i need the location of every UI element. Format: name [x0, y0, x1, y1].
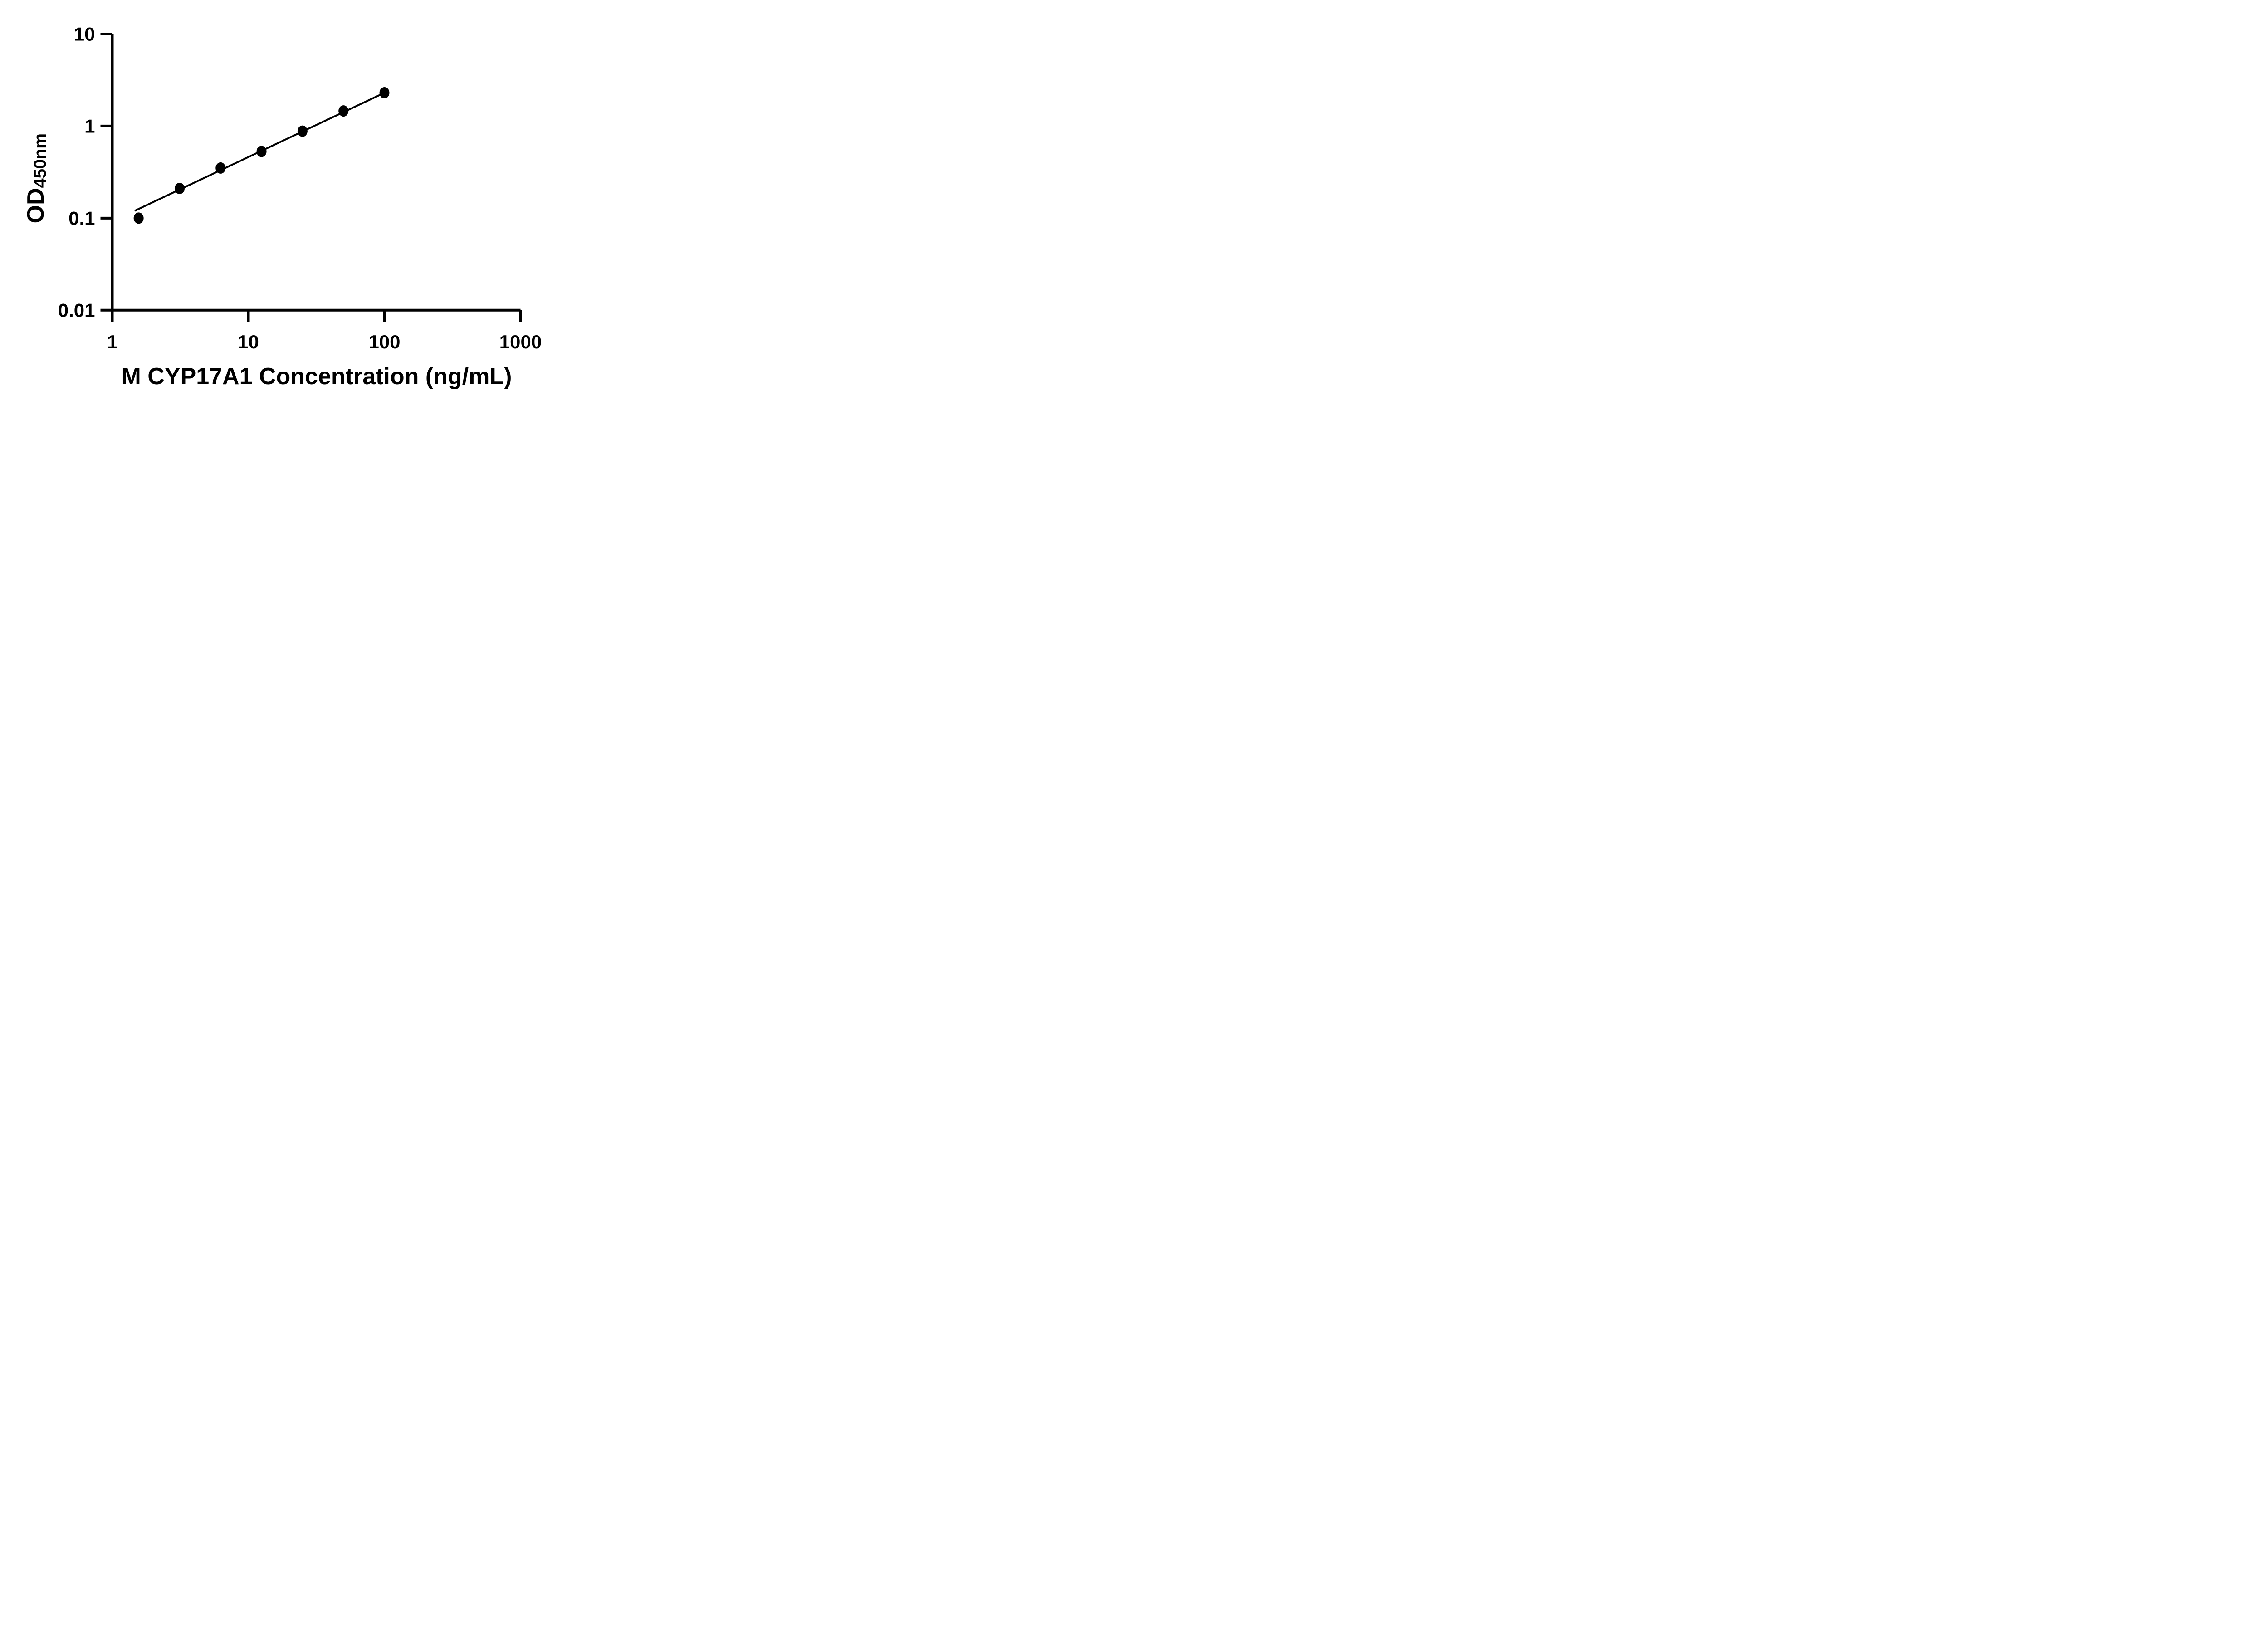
- x-tick-label: 1: [107, 331, 117, 352]
- data-point: [133, 212, 144, 224]
- y-tick-label: 10: [74, 24, 95, 45]
- y-tick-label: 0.01: [58, 299, 95, 321]
- axis-frame: [111, 34, 521, 312]
- x-tick-label: 1000: [499, 331, 542, 352]
- data-point: [379, 87, 390, 99]
- standard-curve-figure: 10 1 0.1 0.01 1 10 100 1000 OD450nm M CYP17A1 C…: [0, 0, 583, 408]
- y-tick-label: 0.1: [68, 207, 95, 229]
- y-axis-title: OD450nm: [22, 69, 50, 287]
- y-tick-label: 1: [84, 115, 95, 137]
- x-tick-label: 10: [238, 331, 259, 352]
- data-point: [174, 182, 185, 194]
- x-tick-label: 100: [368, 331, 400, 352]
- x-axis-title: M CYP17A1 Concentration (ng/mL): [121, 363, 512, 390]
- data-point: [338, 105, 349, 117]
- y-axis-title-subscript: 450nm: [31, 133, 50, 188]
- data-point: [256, 146, 267, 157]
- y-axis-title-main: OD: [22, 188, 49, 224]
- data-point: [297, 125, 308, 137]
- plot-canvas: 10 1 0.1 0.01 1 10 100 1000: [58, 24, 542, 352]
- data-point: [215, 162, 226, 174]
